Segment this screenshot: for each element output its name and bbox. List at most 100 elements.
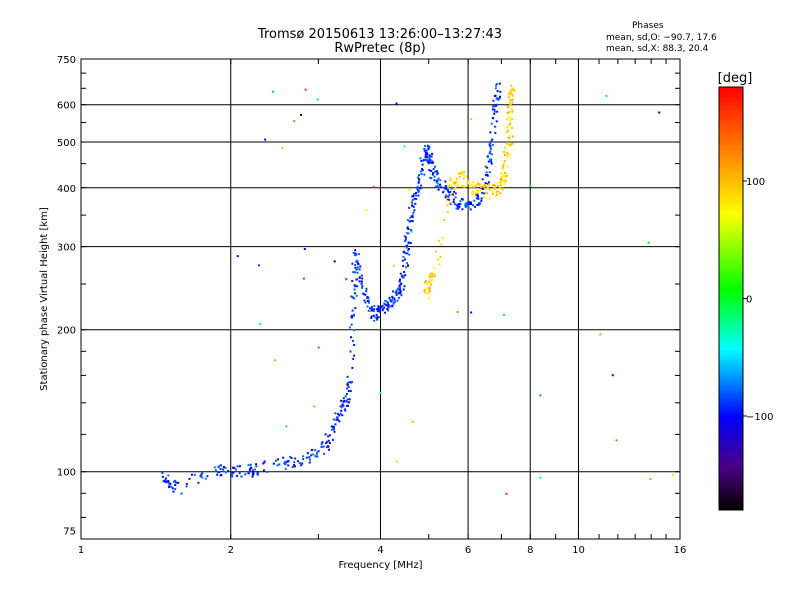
data-point-x: [496, 182, 499, 185]
data-point-x: [452, 182, 455, 185]
data-point-o: [248, 469, 251, 472]
data-point-x: [440, 243, 443, 246]
data-point-x: [424, 281, 427, 284]
data-point-x: [454, 182, 457, 185]
data-point-x: [506, 142, 509, 145]
data-point-o: [434, 170, 436, 173]
data-point-o: [411, 201, 413, 204]
data-point-o: [335, 418, 338, 421]
data-point-x: [508, 143, 511, 146]
data-point-x: [509, 117, 512, 120]
data-point-o: [185, 482, 188, 485]
data-point-o: [369, 307, 372, 310]
data-point-o: [408, 220, 411, 223]
data-point-o: [420, 170, 422, 173]
data-point-o: [366, 305, 369, 308]
data-point-o: [459, 200, 462, 203]
data-point-x: [509, 102, 512, 105]
data-point-x: [450, 184, 453, 187]
data-point-o: [334, 423, 337, 426]
data-point-o: [332, 418, 335, 421]
data-point-x: [501, 187, 504, 190]
data-point-o: [410, 229, 413, 232]
axes: 1 2 4 6 8 10 16 75 100 200 300 400 500 600 750: [57, 55, 686, 556]
x-tick-label: 10: [572, 545, 585, 556]
data-point-o: [418, 174, 421, 177]
data-point-o: [409, 241, 412, 244]
data-point-x: [508, 115, 511, 118]
data-point-o: [353, 344, 356, 346]
data-point-o: [327, 446, 330, 449]
data-point-o: [367, 309, 370, 312]
data-point-o: [465, 201, 468, 204]
data-point-o: [308, 461, 311, 464]
data-point-o: [171, 487, 174, 490]
data-point-o: [398, 291, 401, 294]
data-point-o: [320, 442, 323, 445]
noise-point: [470, 311, 473, 314]
data-point-x: [429, 283, 432, 286]
data-point-x: [483, 188, 486, 190]
data-point-o: [388, 296, 391, 299]
noise-point: [379, 392, 382, 394]
data-point-o: [216, 473, 219, 476]
data-point-x: [513, 90, 516, 93]
data-point-o: [493, 108, 496, 111]
data-point-x: [501, 175, 504, 178]
data-point-o: [416, 185, 419, 188]
data-point-x: [433, 267, 436, 270]
data-point-o: [433, 179, 436, 182]
data-point-x: [503, 150, 506, 153]
data-point-x: [511, 107, 513, 110]
data-point-o: [406, 262, 409, 264]
noise-point: [649, 478, 652, 480]
data-point-o: [424, 144, 427, 147]
data-point-x: [456, 184, 459, 187]
data-point-o: [446, 198, 449, 201]
data-point-o: [363, 293, 365, 296]
data-point-o: [230, 474, 233, 476]
data-point-o: [491, 117, 494, 120]
data-point-o: [436, 172, 439, 175]
noise-point: [345, 278, 348, 281]
data-point-o: [415, 197, 418, 200]
data-point-o: [461, 208, 464, 211]
data-point-o: [364, 293, 367, 296]
data-point-o: [390, 299, 393, 302]
data-point-o: [164, 477, 167, 480]
data-point-o: [347, 401, 350, 404]
data-point-o: [247, 472, 250, 475]
data-point-o: [496, 110, 499, 113]
noise-point: [365, 208, 368, 211]
data-point-o: [412, 211, 415, 214]
data-point-o: [452, 201, 455, 203]
data-point-o: [486, 173, 489, 176]
y-tick-label: 200: [57, 326, 76, 337]
data-point-o: [355, 253, 358, 256]
data-point-o: [399, 278, 401, 281]
data-point-o: [262, 469, 265, 472]
data-point-x: [468, 185, 471, 188]
data-point-x: [446, 204, 449, 207]
noise-point: [316, 98, 319, 101]
colorbar-tick-label: 100: [746, 177, 765, 188]
data-point-o: [392, 297, 394, 300]
data-point-o: [425, 158, 428, 161]
data-point-o: [407, 249, 409, 252]
noise-point: [313, 405, 316, 408]
data-point-o: [484, 174, 487, 177]
data-point-x: [508, 153, 511, 156]
data-point-x: [504, 180, 507, 183]
data-point-o: [420, 159, 423, 162]
data-point-o: [347, 390, 350, 392]
data-point-x: [509, 89, 512, 92]
data-point-o: [400, 282, 403, 285]
noise-point: [333, 260, 336, 263]
data-point-o: [383, 306, 386, 309]
data-point-x: [462, 177, 465, 180]
data-point-o: [373, 305, 376, 307]
data-point-o: [361, 286, 364, 289]
data-point-x: [506, 129, 509, 132]
data-point-x: [423, 289, 426, 292]
data-point-o: [396, 299, 399, 302]
